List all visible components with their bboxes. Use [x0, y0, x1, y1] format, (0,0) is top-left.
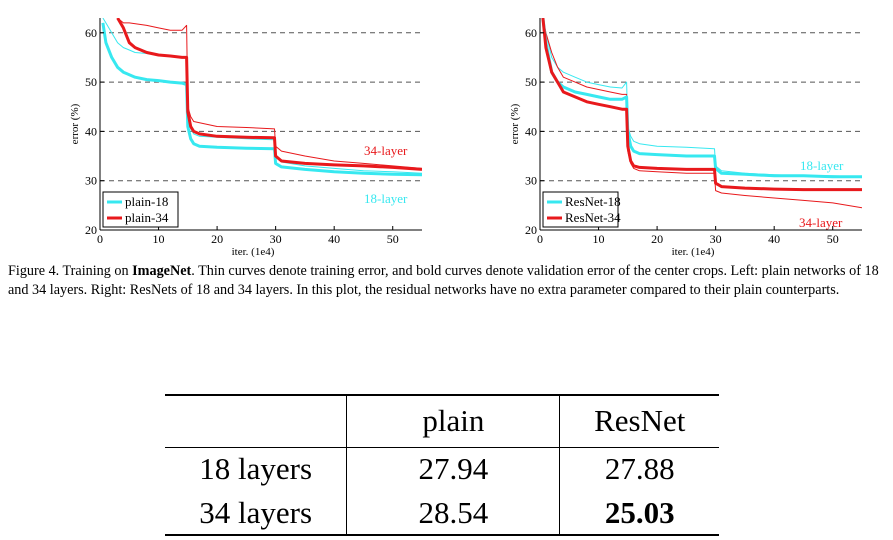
table-header-row: plain ResNet — [165, 394, 719, 448]
y-tick-label: 40 — [525, 124, 537, 138]
row-label: 18 layers — [199, 451, 313, 487]
x-tick-label: 0 — [537, 232, 543, 246]
caption-text: . Thin curves denote training error, and… — [8, 263, 879, 298]
caption-bold: ImageNet — [132, 263, 192, 279]
legend-label: ResNet-34 — [565, 210, 621, 225]
x-tick-label: 30 — [710, 232, 722, 246]
legend-box — [542, 191, 619, 228]
cell-resnet: 27.88 — [559, 447, 719, 491]
cell-plain: 28.54 — [346, 491, 560, 536]
table-header-plain: plain — [346, 394, 560, 448]
y-axis-label: error (%) — [509, 103, 521, 144]
table-row: 34 layers 28.54 25.03 — [165, 491, 719, 536]
y-tick-label: 30 — [85, 174, 97, 188]
series-line-plain-18 — [101, 22, 422, 177]
y-tick-label: 50 — [525, 75, 537, 89]
annotation-label: 34-layer — [799, 215, 843, 230]
y-tick-label: 40 — [85, 124, 97, 138]
x-tick-label: 10 — [153, 232, 165, 246]
y-tick-label: 60 — [525, 26, 537, 40]
y-tick-label: 50 — [85, 75, 97, 89]
figure-caption: Figure 4. Training on ImageNet. Thin cur… — [8, 262, 886, 299]
annotation-label: 34-layer — [364, 143, 408, 158]
cell-plain: 27.94 — [346, 447, 560, 491]
table-header-empty — [165, 394, 347, 448]
series-line-plain-34 — [116, 18, 422, 171]
series-line-resnet-18 — [541, 18, 862, 179]
legend-label: ResNet-18 — [565, 194, 621, 209]
y-tick-label: 30 — [525, 174, 537, 188]
x-tick-label: 10 — [593, 232, 605, 246]
x-tick-label: 40 — [328, 232, 340, 246]
table-row: 18 layers 27.94 27.88 — [165, 447, 719, 491]
series-line-plain-34-train — [117, 18, 422, 169]
y-axis-label: error (%) — [69, 103, 81, 144]
row-label: 34 layers — [165, 491, 347, 536]
x-axis-label: iter. (1e4) — [672, 246, 715, 258]
x-tick-label: 50 — [827, 232, 839, 246]
table-header-resnet: ResNet — [559, 394, 719, 448]
series-line-resnet-34-train — [542, 18, 862, 209]
chart-plain-networks: 0 10 20 30 40 50 20 30 40 50 60 iter. (1e4) error (%… — [0, 8, 440, 258]
chart-resnet-svg: 0 10 20 30 40 50 20 30 40 50 60 iter. (1e4) error (%… — [509, 18, 862, 258]
annotation-label: 18-layer — [364, 191, 408, 206]
y-tick-label: 20 — [85, 223, 97, 237]
chart-plain-svg: 0 10 20 30 40 50 20 30 40 50 60 iter. (1e4) error (%… — [69, 18, 422, 258]
y-tick-label: 60 — [85, 26, 97, 40]
x-tick-label: 50 — [387, 232, 399, 246]
legend-label: plain-34 — [125, 210, 169, 225]
legend-box — [102, 191, 179, 228]
y-tick-label: 20 — [525, 223, 537, 237]
x-tick-label: 20 — [651, 232, 663, 246]
caption-label: Figure 4. Training on — [8, 263, 133, 279]
series-line-resnet-18-train — [542, 18, 862, 178]
results-table: plain ResNet 18 layers 27.94 27.88 34 la… — [165, 394, 719, 536]
cell-resnet-best: 25.03 — [559, 491, 719, 536]
series-line-resnet-34 — [541, 18, 862, 192]
chart-resnet-networks: 0 10 20 30 40 50 20 30 40 50 60 iter. (1e4) error (%… — [440, 8, 880, 258]
x-tick-label: 40 — [768, 232, 780, 246]
x-tick-label: 20 — [211, 232, 223, 246]
x-axis-label: iter. (1e4) — [232, 246, 275, 258]
legend-label: plain-18 — [125, 194, 168, 209]
x-tick-label: 30 — [270, 232, 282, 246]
annotation-label: 18-layer — [800, 158, 844, 173]
x-tick-label: 0 — [97, 232, 103, 246]
